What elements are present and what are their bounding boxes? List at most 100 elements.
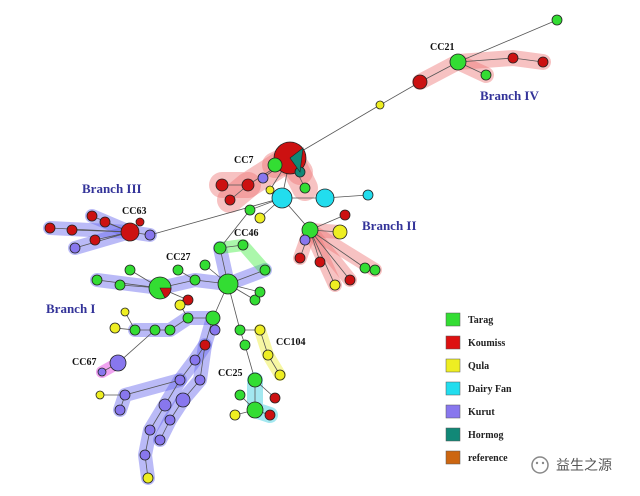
- node: [234, 324, 246, 336]
- node: [264, 409, 276, 421]
- node: [314, 256, 326, 268]
- node: [139, 449, 151, 461]
- node: [244, 204, 256, 216]
- node: [339, 209, 351, 221]
- node: [120, 222, 140, 242]
- cc-label: CC21: [430, 42, 454, 53]
- node: [332, 224, 348, 240]
- node: [209, 324, 221, 336]
- cc-label: CC46: [234, 228, 258, 239]
- node: [95, 390, 105, 400]
- legend-swatch: [445, 358, 461, 373]
- edge: [219, 209, 251, 249]
- node: [154, 434, 166, 446]
- node: [217, 273, 239, 295]
- node: [271, 187, 293, 209]
- node: [359, 262, 371, 274]
- node: [299, 182, 311, 194]
- node: [329, 279, 341, 291]
- watermark-text: 益生之源: [556, 458, 612, 474]
- node: [86, 210, 98, 222]
- watermark: 益生之源: [531, 456, 612, 474]
- node: [294, 252, 306, 264]
- node: [109, 322, 121, 334]
- node: [194, 374, 206, 386]
- node: [142, 472, 154, 484]
- node: [109, 354, 127, 372]
- legend-label: Hormog: [468, 430, 504, 441]
- node: [265, 185, 275, 195]
- node: [172, 264, 184, 276]
- legend-label: Dairy Fan: [468, 384, 512, 395]
- node: [144, 424, 156, 436]
- legend: Tarag Koumiss Qula Dairy Fan Kurut Hormog refe…: [445, 312, 512, 465]
- edge: [289, 104, 381, 159]
- node: [267, 157, 283, 173]
- node: [66, 224, 78, 236]
- node: [120, 307, 130, 317]
- edge: [74, 231, 131, 249]
- branch-label: Branch II: [362, 218, 417, 233]
- node: [135, 217, 145, 227]
- node: [215, 178, 229, 192]
- node: [144, 229, 156, 241]
- nodes: [44, 14, 563, 484]
- node: [254, 286, 266, 298]
- node: [182, 312, 194, 324]
- legend-swatch: [445, 335, 461, 350]
- node: [114, 404, 126, 416]
- node: [254, 324, 266, 336]
- edge: [309, 229, 366, 269]
- node: [315, 188, 335, 208]
- node: [269, 392, 281, 404]
- legend-label: Tarag: [468, 315, 493, 326]
- legend-swatch: [445, 381, 461, 396]
- cc-label: CC7: [234, 155, 253, 166]
- node: [362, 189, 374, 201]
- node: [129, 324, 141, 336]
- node-slice: [159, 287, 172, 299]
- node: [158, 398, 172, 412]
- node: [537, 56, 549, 68]
- node: [247, 372, 263, 388]
- node: [259, 264, 271, 276]
- node: [149, 324, 161, 336]
- node: [344, 274, 356, 286]
- node: [551, 14, 563, 26]
- node: [189, 354, 201, 366]
- cc-label: CC67: [72, 357, 96, 368]
- legend-label: Kurut: [468, 407, 495, 418]
- legend-swatch: [445, 450, 461, 465]
- legend-swatch: [445, 312, 461, 327]
- node: [182, 294, 194, 306]
- edge: [71, 229, 131, 233]
- branch-label: Branch III: [82, 181, 142, 196]
- node: [375, 100, 385, 110]
- node: [199, 259, 211, 271]
- node: [262, 349, 274, 361]
- node: [89, 234, 101, 246]
- edge: [199, 344, 206, 381]
- node: [114, 279, 126, 291]
- edge: [149, 197, 283, 236]
- cc-label: CC25: [218, 368, 242, 379]
- node: [246, 401, 264, 419]
- node: [480, 69, 492, 81]
- node: [174, 374, 186, 386]
- cc-label: CC27: [166, 252, 190, 263]
- node: [241, 178, 255, 192]
- node: [449, 53, 467, 71]
- node: [99, 216, 111, 228]
- legend-label: Qula: [468, 361, 489, 372]
- node: [507, 52, 519, 64]
- legend-label: Koumiss: [468, 338, 505, 349]
- node-slice: [289, 147, 304, 173]
- node: [224, 194, 236, 206]
- legend-swatch: [445, 427, 461, 442]
- node: [299, 234, 311, 246]
- legend-swatch: [445, 404, 461, 419]
- node: [69, 242, 81, 254]
- cc-label: CC104: [276, 337, 305, 348]
- edge: [309, 229, 351, 281]
- edge: [457, 57, 514, 63]
